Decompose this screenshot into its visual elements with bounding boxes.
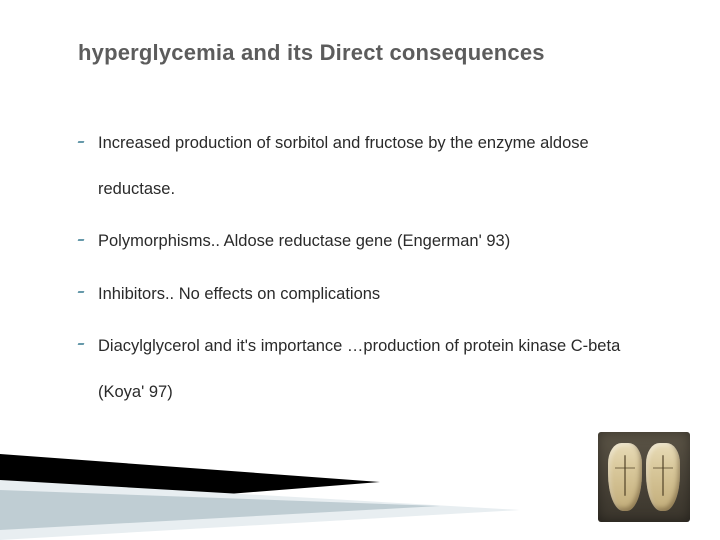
tooth-icon	[646, 443, 680, 511]
carved-teeth-image	[598, 432, 690, 522]
bullet-text: Increased production of sorbitol and fru…	[98, 134, 589, 198]
bullet-list: Increased production of sorbitol and fru…	[78, 120, 670, 415]
slide: hyperglycemia and its Direct consequence…	[0, 0, 720, 540]
list-item: Diacylglycerol and it's importance …prod…	[78, 323, 670, 415]
bullet-text: Polymorphisms.. Aldose reductase gene (E…	[98, 232, 510, 250]
bullet-text: Diacylglycerol and it's importance …prod…	[98, 337, 620, 401]
list-item: Polymorphisms.. Aldose reductase gene (E…	[78, 218, 670, 264]
bullet-text: Inhibitors.. No effects on complications	[98, 285, 380, 303]
list-item: Inhibitors.. No effects on complications	[78, 271, 670, 317]
slide-title: hyperglycemia and its Direct consequence…	[78, 40, 670, 66]
tooth-icon	[608, 443, 642, 511]
list-item: Increased production of sorbitol and fru…	[78, 120, 670, 212]
